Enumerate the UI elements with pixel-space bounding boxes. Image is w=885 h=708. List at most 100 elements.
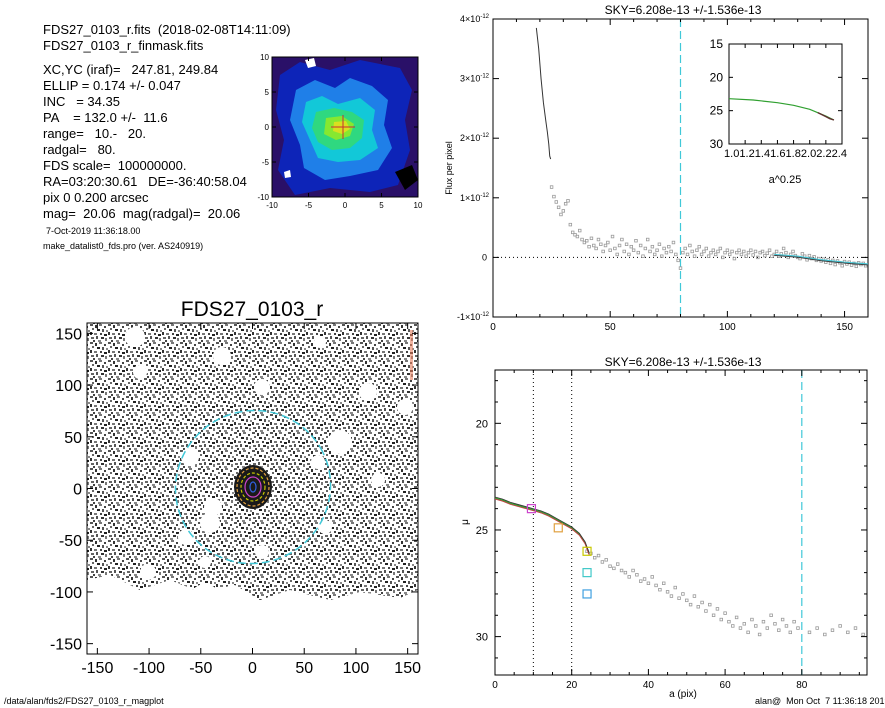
mu-data-point xyxy=(823,632,827,637)
flux-data-point xyxy=(732,256,737,261)
mu-data-point xyxy=(796,626,800,630)
mask-y-tick-label: -100 xyxy=(50,585,82,602)
mu-x-tick-label: 20 xyxy=(566,680,578,691)
mu-isophote-marker xyxy=(553,523,563,533)
flux-data-point xyxy=(716,249,720,254)
flux-data-point xyxy=(655,248,659,252)
mu-data-point xyxy=(769,613,773,617)
flux-data-point xyxy=(559,212,563,217)
flux-x-tick-label: 0 xyxy=(490,322,496,333)
flux-data-point xyxy=(800,252,805,256)
thumbnail-y-tick-label: -5 xyxy=(262,158,270,167)
inset-y-tick-label: 25 xyxy=(710,104,724,118)
flux-data-point xyxy=(601,249,605,254)
flux-data-point xyxy=(606,240,610,245)
flux-data-point xyxy=(653,252,657,257)
mu-data-point xyxy=(765,626,769,630)
mask-hole xyxy=(178,529,194,545)
flux-data-point xyxy=(756,255,760,260)
flux-data-point xyxy=(629,244,633,249)
mu-data-point xyxy=(646,581,651,585)
thumbnail-x-tick-label: -5 xyxy=(305,201,313,210)
mu-data-point xyxy=(700,600,704,605)
mu-data-point xyxy=(692,594,697,598)
flux-data-point xyxy=(791,249,795,254)
mu-data-point xyxy=(608,564,612,568)
flux-y-tick-label: 2×10-12 xyxy=(460,133,490,143)
flux-data-point xyxy=(730,249,734,254)
mask-contour-inner xyxy=(244,476,262,498)
mu-data-point xyxy=(662,581,666,585)
mask-hole xyxy=(189,584,221,616)
mask-y-tick-label: 50 xyxy=(64,430,82,447)
mask-y-tick-label: 150 xyxy=(55,326,82,343)
mask-x-tick-label: 150 xyxy=(394,660,421,677)
flux-data-point xyxy=(664,250,669,255)
mu-data-point xyxy=(777,628,781,632)
flux-data-point xyxy=(594,246,598,251)
mu-data-point xyxy=(719,617,723,622)
mu-data-point xyxy=(604,558,608,562)
thumbnail-y-tick-label: 10 xyxy=(260,53,269,62)
mu-data-point xyxy=(688,602,693,607)
mu-x-tick-label: 60 xyxy=(720,680,732,691)
header-line-center: XC,YC (iraf)= 247.81, 249.84 xyxy=(43,62,219,77)
mask-y-tick-label: 100 xyxy=(55,378,82,395)
footer-user: alan@ Mon Oct 7 11:36:18 2019 xyxy=(755,696,885,706)
flux-data-point xyxy=(681,250,685,255)
flux-data-point xyxy=(690,249,694,254)
mu-data-point xyxy=(784,624,789,628)
mu-data-point xyxy=(773,622,777,626)
flux-data-point xyxy=(751,253,755,257)
flux-data-point xyxy=(556,205,561,210)
flux-x-tick-label: 150 xyxy=(836,322,853,333)
flux-data-point xyxy=(603,243,608,248)
mu-data-point xyxy=(658,587,662,592)
mu-data-point xyxy=(596,553,601,558)
flux-data-point xyxy=(702,249,706,254)
mask-hole xyxy=(359,383,377,401)
flux-data-point xyxy=(723,250,727,255)
mu-isophote-marker xyxy=(582,568,592,578)
mask-hole xyxy=(181,448,199,466)
mu-data-point xyxy=(627,575,631,579)
mu-x-tick-label: 0 xyxy=(492,680,498,691)
mu-data-point xyxy=(623,570,628,575)
inset-y-tick-label: 15 xyxy=(710,37,724,51)
mu-data-point xyxy=(757,632,762,637)
mu-profile-panel: SKY=6.208e-13 +/-1.536e-13 μ a (pix) 0 20… xyxy=(460,355,868,700)
mask-hole xyxy=(318,520,332,534)
mu-data-point xyxy=(846,630,850,635)
flux-data-point xyxy=(770,254,774,258)
header-line-pa: PA = 132.0 +/- 11.6 xyxy=(43,110,168,125)
thumbnail-y-tick-label: 5 xyxy=(265,88,270,97)
flux-y-tick-label: 0 xyxy=(482,252,487,262)
flux-data-point xyxy=(582,240,587,245)
mask-hole xyxy=(199,556,211,568)
mask-hole xyxy=(133,365,147,379)
flux-data-point xyxy=(660,254,664,258)
flux-data-point xyxy=(631,248,636,252)
mu-data-point xyxy=(815,626,819,630)
mask-x-tick-label: -150 xyxy=(81,660,113,677)
flux-data-point xyxy=(596,237,601,242)
mu-data-point xyxy=(708,602,712,607)
flux-y-tick-label: -1×10-12 xyxy=(457,312,490,322)
flux-data-point xyxy=(807,253,812,258)
mask-hole xyxy=(314,336,326,348)
mu-data-point xyxy=(830,628,835,632)
flux-data-point xyxy=(765,251,769,255)
flux-data-point xyxy=(627,252,631,257)
footer-path: /data/alan/fds2/FDS27_0103_r_magplot xyxy=(4,696,164,706)
flux-data-point xyxy=(674,252,678,257)
header-date: 7-Oct-2019 11:36:18.00 xyxy=(46,226,141,236)
header-line-ellip: ELLIP = 0.174 +/- 0.047 xyxy=(43,78,181,93)
flux-data-point xyxy=(589,236,594,241)
flux-data-point xyxy=(833,262,837,267)
flux-fit-line-dark xyxy=(774,254,868,266)
flux-data-point xyxy=(563,202,568,206)
flux-data-point xyxy=(744,254,748,258)
header-program: make_datalist0_fds.pro (ver. AS240919) xyxy=(43,241,204,251)
mu-y-tick-label: 30 xyxy=(476,632,488,644)
mu-data-point xyxy=(681,592,685,596)
